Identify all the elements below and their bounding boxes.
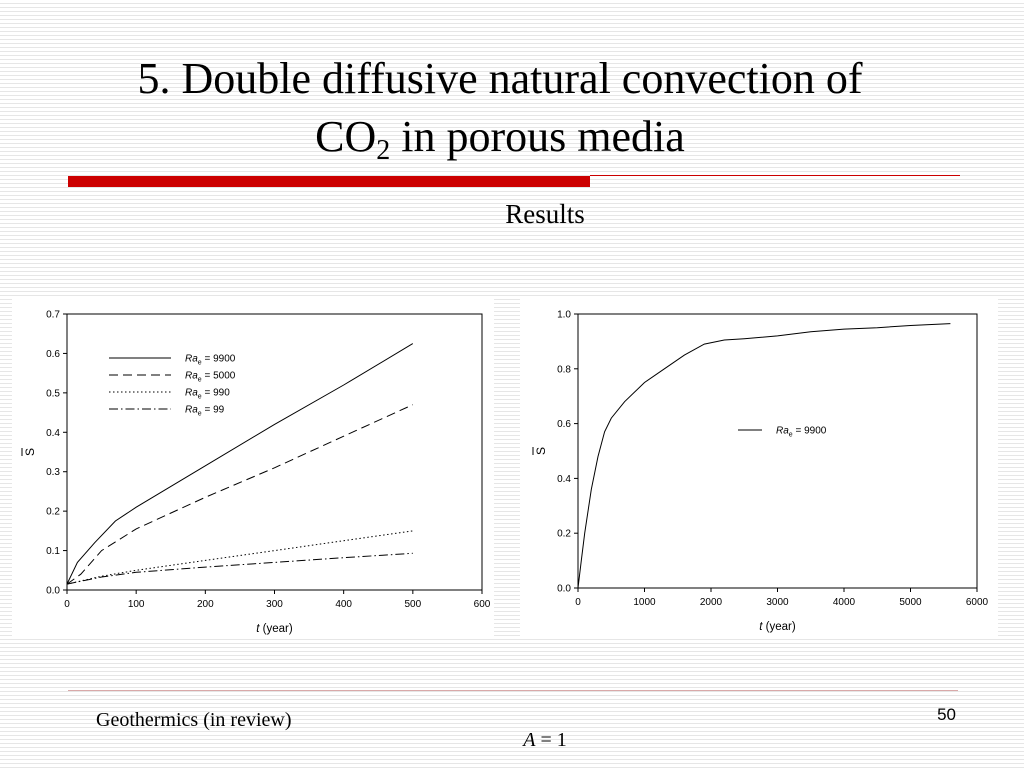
y-tick-label: 0.4	[557, 474, 571, 485]
title-line-1: 5. Double diffusive natural convection o…	[137, 54, 863, 103]
slide-title: 5. Double diffusive natural convection o…	[40, 50, 960, 166]
y-tick-label: 0.2	[557, 529, 571, 540]
title-line-2: CO2 in porous media	[40, 108, 960, 166]
x-tick-label: 1000	[633, 597, 656, 608]
x-tick-label: 100	[128, 599, 145, 610]
series-line-2	[66, 530, 413, 585]
y-tick-label: 0.3	[46, 467, 60, 478]
legend-label-var: Ra	[776, 426, 789, 437]
legend-label-rest: = 9900	[202, 354, 236, 365]
chart-right: 0 1000 2000 3000 4000 5000 6000 0.0 0.2 0.4 0.6 0.8…	[532, 310, 989, 633]
legend-label-rest: = 5000	[202, 371, 236, 382]
y-axis-label-group: S	[532, 447, 548, 455]
y-tick-label: 0.0	[557, 584, 571, 595]
series-line-0	[66, 343, 414, 585]
legend-label-0: Rae = 9900	[185, 354, 236, 367]
y-axis-label: S	[23, 448, 37, 456]
footer-parameter-var: A	[523, 729, 536, 751]
chart-left: 0 100 200 300 400 500 600 0.0 0.1 0.2 0.3 0.4 0.5 0.6…	[21, 310, 491, 635]
title-underline-thick	[68, 176, 590, 187]
x-tick-label: 300	[266, 599, 283, 610]
legend-label-sub: e	[789, 432, 793, 439]
plot-frame	[577, 313, 978, 589]
title-subscript: 2	[376, 135, 391, 166]
legend-label-1: Rae = 5000	[185, 371, 236, 384]
y-tick-label: 0.8	[557, 364, 571, 375]
legend-label-var: Ra	[185, 405, 198, 416]
y-tick-label: 0.6	[46, 349, 60, 360]
title-co: CO	[315, 112, 377, 161]
legend-label-rest: = 9900	[793, 426, 827, 437]
x-tick-label: 6000	[966, 597, 989, 608]
x-tick-label: 4000	[833, 597, 856, 608]
y-tick-label: 0.6	[557, 419, 571, 430]
chart-panel-left: 0 100 200 300 400 500 600 0.0 0.1 0.2 0.3 0.4 0.5 0.6…	[12, 296, 494, 639]
x-axis-label-rest: (year)	[259, 623, 292, 635]
x-tick-label: 0	[575, 597, 581, 608]
x-tick-label: 400	[335, 599, 352, 610]
y-tick-label: 0.5	[46, 388, 60, 399]
title-rest: in porous media	[390, 112, 685, 161]
legend-label-3: Rae = 99	[185, 405, 225, 418]
x-tick-label: 2000	[700, 597, 723, 608]
footer-parameter-rest: = 1	[535, 729, 567, 751]
plot-frame	[66, 313, 483, 591]
x-tick-label: 0	[64, 599, 70, 610]
series-line-1	[66, 404, 414, 585]
x-tick-label: 500	[404, 599, 421, 610]
legend-label-var: Ra	[185, 388, 198, 399]
footer-divider	[68, 690, 958, 691]
x-tick-label: 200	[197, 599, 214, 610]
footer-reference: Geothermics (in review)	[96, 709, 292, 731]
x-axis-label: t (year)	[256, 623, 293, 635]
series-line-3	[66, 552, 413, 585]
footer-parameter: A = 1	[470, 729, 620, 752]
legend-label-sub: e	[198, 360, 202, 367]
legend-label-sub: e	[198, 394, 202, 401]
x-axis-label-var: t	[759, 621, 763, 633]
x-tick-label: 600	[474, 599, 491, 610]
legend-label-sub: e	[198, 377, 202, 384]
chart-panel-right: 0 1000 2000 3000 4000 5000 6000 0.0 0.2 0.4 0.6 0.8…	[520, 296, 998, 639]
y-tick-label: 0.1	[46, 546, 60, 557]
y-tick-label: 1.0	[557, 310, 571, 321]
x-axis-label: t (year)	[759, 621, 796, 633]
y-tick-label: 0.0	[46, 586, 60, 597]
legend-label-2: Rae = 990	[185, 388, 230, 401]
y-axis-label: S	[534, 447, 548, 455]
page-number: 50	[937, 705, 956, 724]
legend-label-0: Rae = 9900	[776, 426, 827, 439]
legend-label-var: Ra	[185, 354, 198, 365]
title-underline-thin	[590, 175, 960, 176]
x-tick-label: 5000	[899, 597, 922, 608]
x-axis-label-rest: (year)	[762, 621, 795, 633]
legend-label-sub: e	[198, 411, 202, 418]
y-tick-label: 0.2	[46, 507, 60, 518]
legend-label-rest: = 990	[202, 388, 231, 399]
x-axis-label-var: t	[256, 623, 260, 635]
y-tick-label: 0.4	[46, 428, 60, 439]
legend-label-var: Ra	[185, 371, 198, 382]
y-tick-label: 0.7	[46, 310, 60, 321]
x-tick-label: 3000	[766, 597, 789, 608]
series-line-0	[577, 323, 951, 589]
slide-subtitle: Results	[505, 199, 585, 229]
legend-label-rest: = 99	[202, 405, 225, 416]
y-axis-label-group: S	[21, 448, 37, 456]
